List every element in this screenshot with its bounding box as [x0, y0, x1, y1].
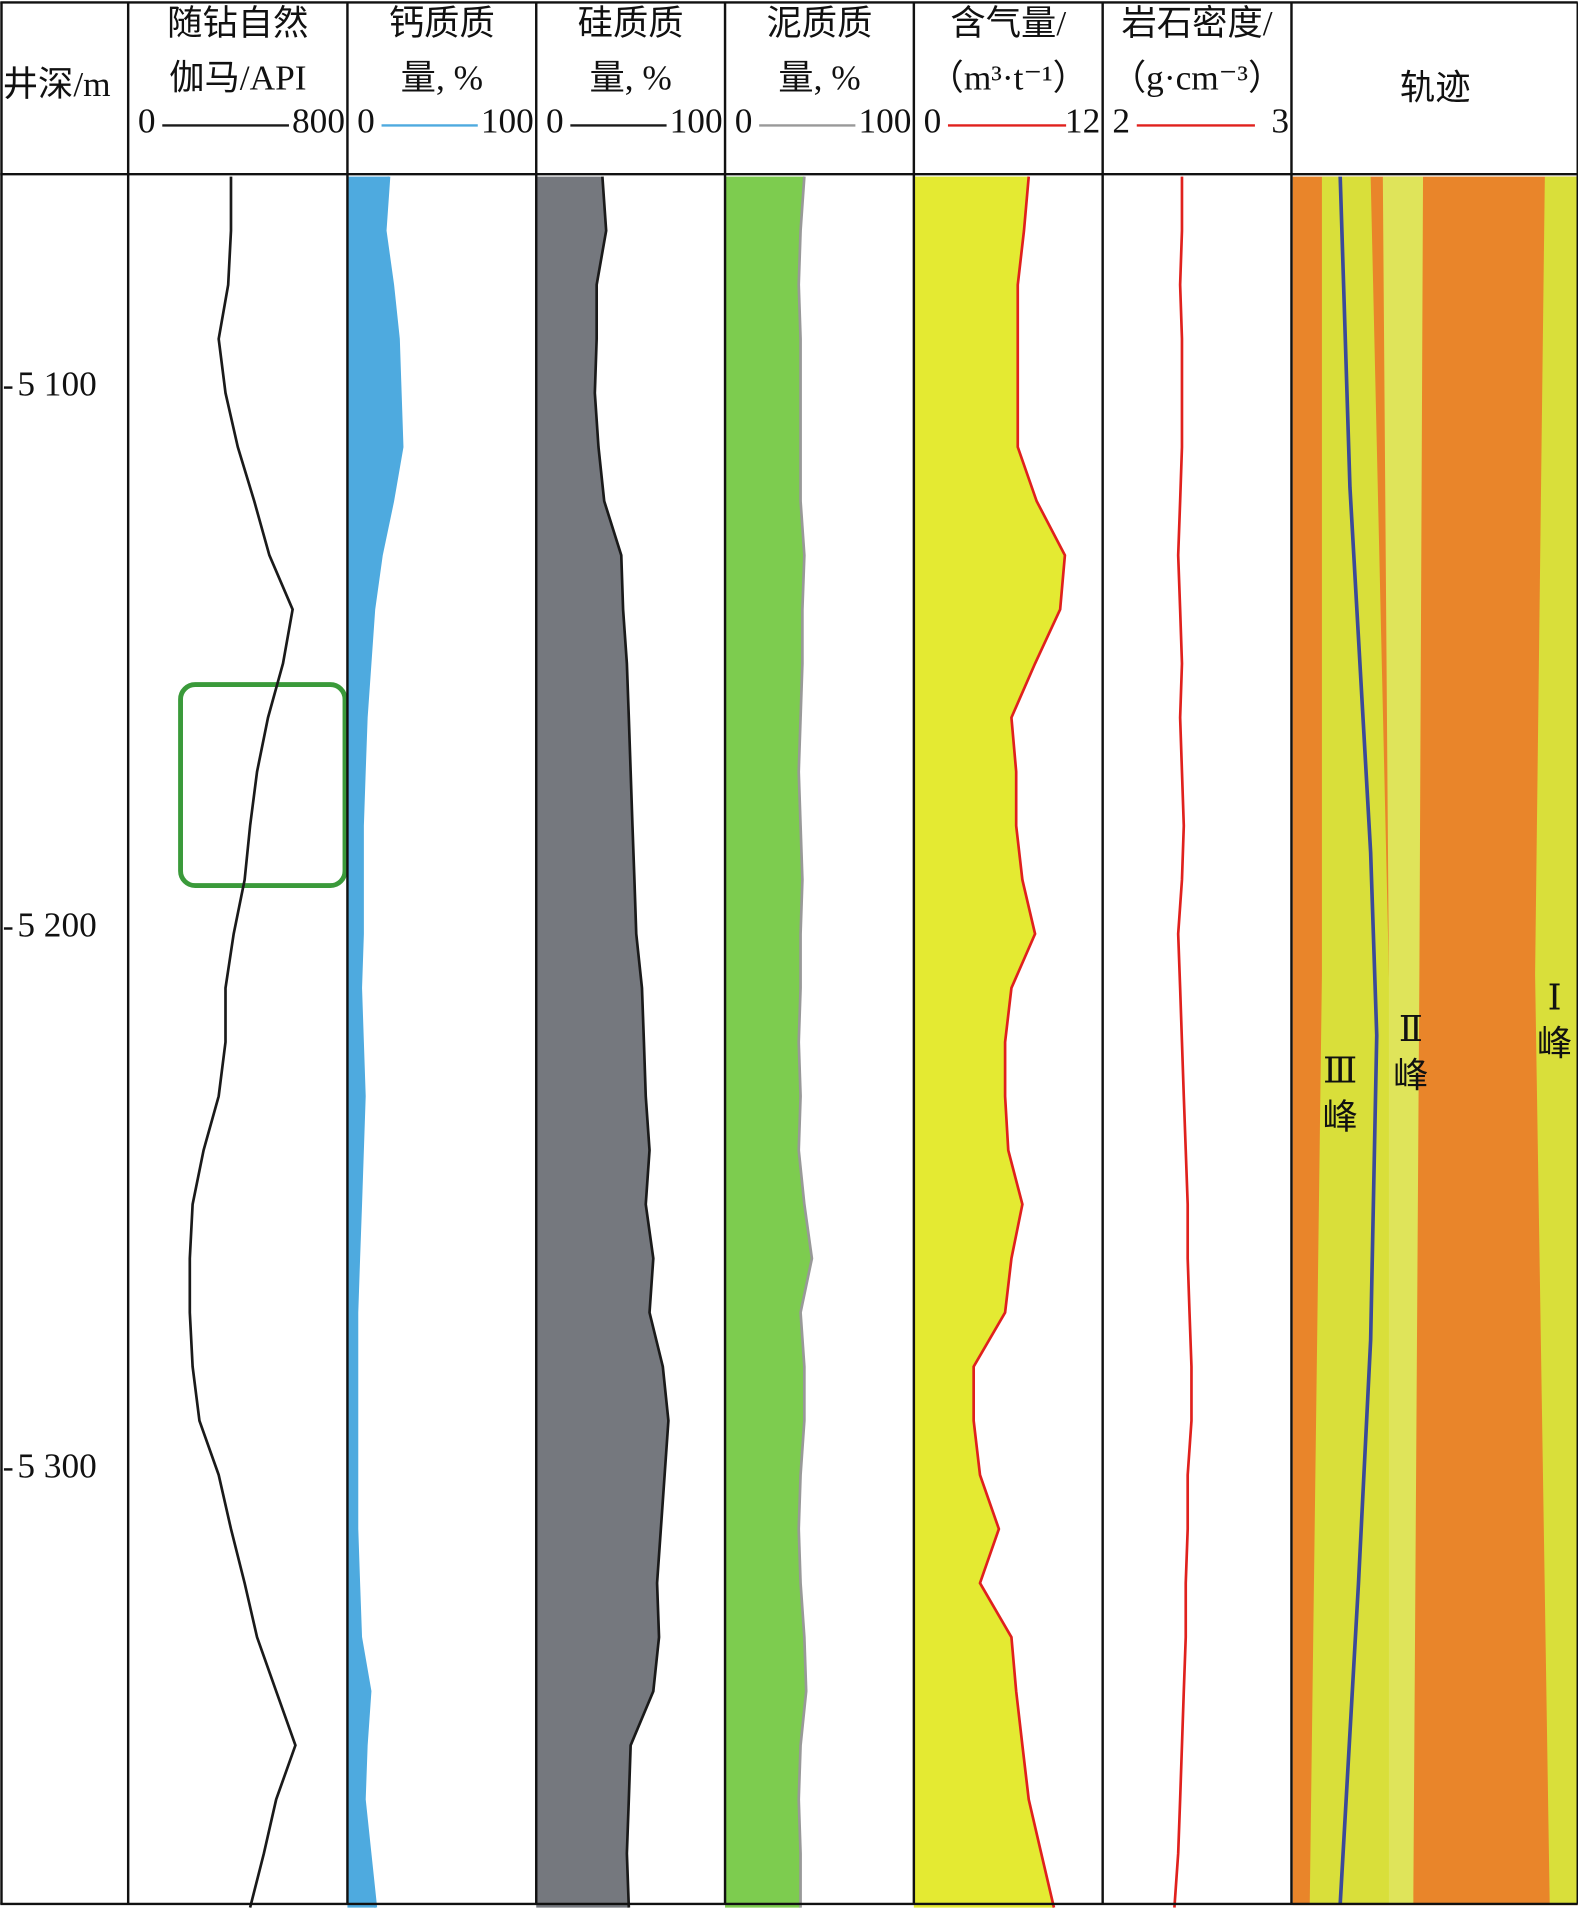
track-curve: [797, 176, 814, 1908]
scale-min: 0: [546, 101, 564, 140]
scale-min: 0: [735, 101, 753, 140]
scale-min: 0: [924, 101, 942, 140]
scale-max: 100: [670, 101, 723, 140]
track-title: 量, %: [589, 59, 671, 98]
highlight-box: [178, 682, 348, 889]
track-title: （m³·t⁻¹）: [929, 59, 1088, 98]
scale-max: 800: [292, 101, 345, 140]
track-title: 泥质质: [766, 4, 872, 43]
y-tick-label: 5 200: [17, 906, 96, 945]
track-curve: [593, 176, 670, 1908]
track-title: 岩石密度/: [1122, 4, 1273, 43]
trajectory-line: [1338, 176, 1379, 1905]
scale-max: 3: [1271, 101, 1289, 140]
peak-label: 峰: [1393, 1056, 1428, 1095]
track-fill: [347, 176, 403, 1908]
track-title: 钙质质: [389, 4, 495, 43]
scale-max: 100: [481, 101, 534, 140]
peak-label: Ⅲ: [1323, 1051, 1357, 1090]
peak-label: 峰: [1537, 1025, 1572, 1064]
depth-axis-title: 井深/m: [3, 65, 111, 104]
track-title: 硅质质: [578, 4, 684, 43]
track-title: （g·cm⁻³）: [1111, 59, 1283, 98]
scale-min: 0: [357, 101, 375, 140]
track-curve: [972, 176, 1067, 1908]
track-title: 含气量/: [950, 4, 1066, 43]
peak-label: Ⅱ: [1399, 1010, 1423, 1049]
scale-min: 2: [1112, 101, 1130, 140]
trajectory-band: [1309, 176, 1414, 1904]
trajectory-band: [1382, 176, 1424, 1904]
trajectory-title: 轨迹: [1400, 68, 1471, 107]
track-title: 伽马/API: [169, 59, 306, 98]
scale-max: 100: [858, 101, 911, 140]
track-title: 随钻自然: [167, 4, 308, 43]
y-tick-label: 5 100: [17, 365, 96, 404]
track-curve: [188, 176, 297, 1908]
y-tick-label: 5 300: [17, 1447, 96, 1486]
track-curve: [1173, 176, 1193, 1908]
scale-min: 0: [138, 101, 156, 140]
track-fill: [913, 176, 1065, 1908]
track-title: 量, %: [401, 59, 483, 98]
track-curve: [355, 176, 404, 1908]
scale-max: 12: [1065, 101, 1100, 140]
track-fill: [725, 176, 812, 1908]
peak-label: 峰: [1323, 1098, 1358, 1137]
track-fill: [536, 176, 669, 1908]
trajectory-band: [1535, 176, 1578, 1904]
track-title: 量, %: [778, 59, 860, 98]
peak-label: Ⅰ: [1548, 978, 1562, 1017]
